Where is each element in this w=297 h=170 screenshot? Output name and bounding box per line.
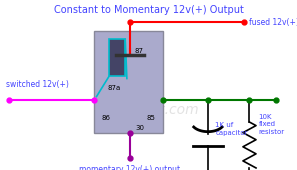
Text: Constant to Momentary 12v(+) Output: Constant to Momentary 12v(+) Output <box>53 5 244 15</box>
Text: 87: 87 <box>134 48 143 54</box>
Bar <box>109 39 125 76</box>
Text: 85: 85 <box>146 115 155 121</box>
Text: switched 12v(+): switched 12v(+) <box>6 80 69 89</box>
Text: the12volt.com: the12volt.com <box>98 104 199 117</box>
Text: 10K
fixed
resistor: 10K fixed resistor <box>258 114 285 135</box>
Text: fused 12v(+): fused 12v(+) <box>249 18 297 27</box>
Text: 30: 30 <box>136 125 145 131</box>
FancyBboxPatch shape <box>94 31 163 133</box>
Text: 1K uf
capacitor: 1K uf capacitor <box>215 122 248 135</box>
Text: 86: 86 <box>102 115 110 121</box>
Text: 87a: 87a <box>108 85 121 91</box>
Text: momentary 12v(+) output: momentary 12v(+) output <box>79 165 180 170</box>
